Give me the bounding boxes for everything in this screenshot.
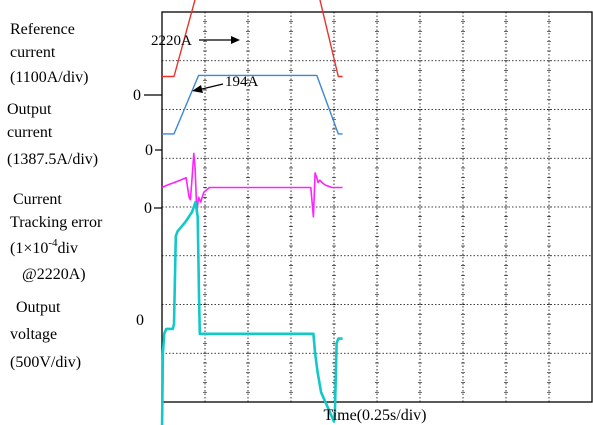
label-output-current: Output current (1387.5A/div) xyxy=(7,101,98,168)
label-reference-line1: Reference xyxy=(10,21,75,38)
annotation-start-arrow xyxy=(201,83,224,90)
annotation-start-arrowhead xyxy=(192,85,203,93)
label-reference-line2: current xyxy=(10,44,56,61)
label-error-line4: @2220A) xyxy=(22,266,86,283)
zero-marker-output-current: 0 xyxy=(145,142,153,159)
zero-marker-voltage: 0 xyxy=(136,312,144,329)
label-error-factor: (1×10 xyxy=(10,240,48,257)
zero-marker-reference: 0 xyxy=(133,87,141,104)
zero-marker-error: 0 xyxy=(144,200,152,217)
label-error-exponent: -4 xyxy=(48,237,58,249)
label-error-line2: Tracking error xyxy=(10,214,103,231)
label-reference: Reference current (1100A/div) xyxy=(10,21,89,86)
series-line-output_current xyxy=(162,74,343,135)
label-voltage-line2: voltage xyxy=(10,326,57,343)
label-error-unit: div xyxy=(58,240,78,257)
label-reference-line3: (1100A/div) xyxy=(10,69,89,86)
series-line-voltage xyxy=(160,200,343,425)
annotation-peak-arrowhead xyxy=(231,36,240,44)
x-axis-label: Time(0.25s/div) xyxy=(324,407,427,424)
label-error-line3: (1×10-4div xyxy=(10,237,78,257)
traces xyxy=(160,0,343,425)
annotation-peak-value: 2220A xyxy=(151,33,192,49)
label-output-current-line3: (1387.5A/div) xyxy=(7,151,98,168)
label-output-current-line2: current xyxy=(7,124,53,141)
grid xyxy=(161,11,593,403)
label-voltage-line1: Output xyxy=(16,299,61,316)
label-error-line1: Current xyxy=(13,191,62,208)
series-line-reference xyxy=(162,0,343,78)
label-output-current-line1: Output xyxy=(7,101,52,118)
label-error: Current Tracking error (1×10-4div @2220A… xyxy=(10,191,103,283)
series-line-error xyxy=(161,152,343,218)
label-voltage-line3: (500V/div) xyxy=(10,354,81,371)
label-voltage: Output voltage (500V/div) xyxy=(10,299,81,371)
annotation-start-value: 194A xyxy=(225,74,259,90)
